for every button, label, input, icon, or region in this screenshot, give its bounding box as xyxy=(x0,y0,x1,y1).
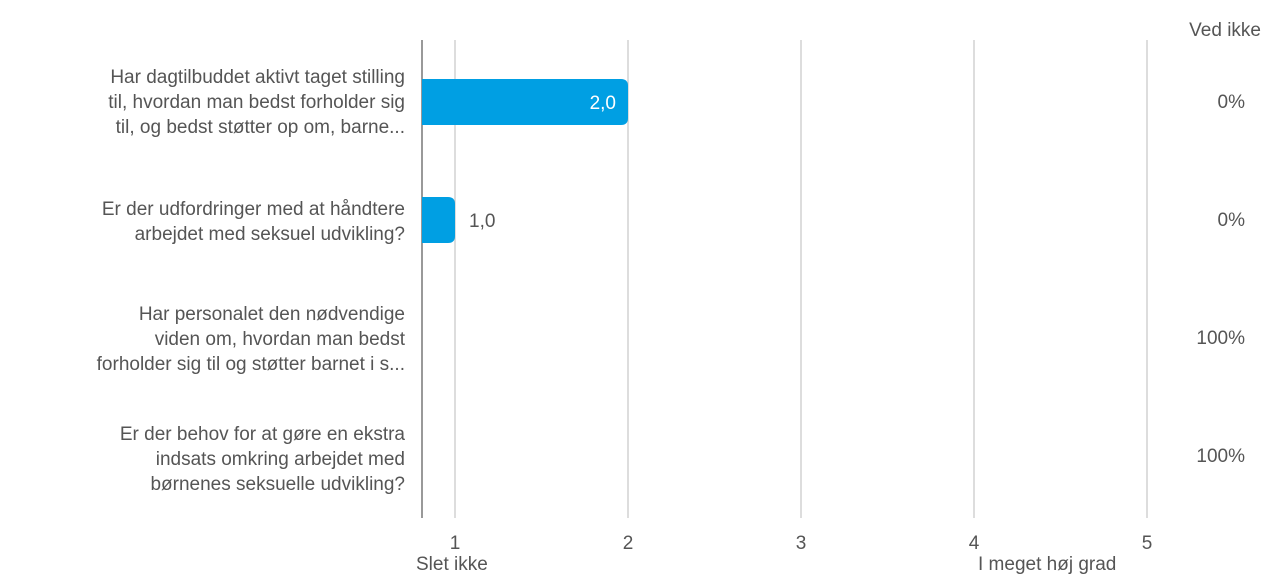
ved-ikke-header: Ved ikke xyxy=(1189,20,1261,42)
question-label-2: Er der udfordringer med at håndtere arbe… xyxy=(5,197,405,247)
question-label-line: Er der behov for at gøre en ekstra xyxy=(5,422,405,447)
question-label-line: Er der udfordringer med at håndtere xyxy=(5,197,405,222)
ved-ikke-value-3: 100% xyxy=(1125,328,1245,350)
bar-value-label: 2,0 xyxy=(590,93,616,114)
question-label-line: Har personalet den nødvendige xyxy=(5,302,405,327)
question-label-line: indsats omkring arbejdet med xyxy=(5,447,405,472)
ved-ikke-value-2: 0% xyxy=(1125,210,1245,232)
scale-min-label: Slet ikke xyxy=(416,554,488,576)
x-tick-label: 3 xyxy=(796,533,807,554)
question-label-line: til, hvordan man bedst forholder sig xyxy=(5,90,405,115)
question-label-3: Har personalet den nødvendige viden om, … xyxy=(5,302,405,377)
question-label-1: Har dagtilbuddet aktivt taget stilling t… xyxy=(5,65,405,140)
scale-max-label: I meget høj grad xyxy=(978,554,1116,576)
question-label-line: arbejdet med seksuel udvikling? xyxy=(5,222,405,247)
x-tick-label: 1 xyxy=(450,533,461,554)
ved-ikke-value-4: 100% xyxy=(1125,446,1245,468)
x-tick-label: 4 xyxy=(969,533,980,554)
x-tick-label: 5 xyxy=(1142,533,1153,554)
question-label-line: forholder sig til og støtter barnet i s.… xyxy=(5,352,405,377)
question-label-line: til, og bedst støtter op om, barne... xyxy=(5,115,405,140)
question-label-line: Har dagtilbuddet aktivt taget stilling xyxy=(5,65,405,90)
question-label-4: Er der behov for at gøre en ekstra indsa… xyxy=(5,422,405,497)
question-label-line: børnenes seksuelle udvikling? xyxy=(5,472,405,497)
bar-value-label: 1,0 xyxy=(469,211,495,232)
question-label-line: viden om, hvordan man bedst xyxy=(5,327,405,352)
bar xyxy=(422,197,455,243)
x-tick-label: 2 xyxy=(623,533,634,554)
ved-ikke-value-1: 0% xyxy=(1125,92,1245,114)
